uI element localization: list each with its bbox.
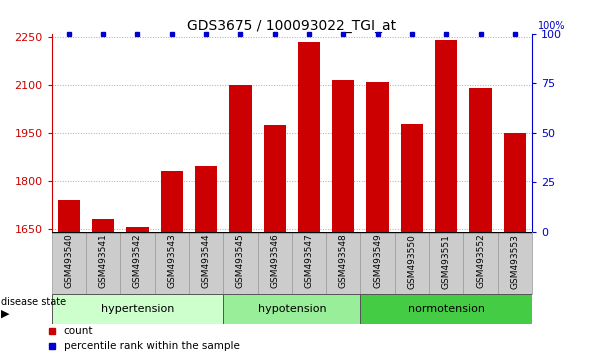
- Bar: [263, 125, 286, 232]
- Text: GSM493552: GSM493552: [476, 234, 485, 289]
- Bar: [498, 232, 532, 294]
- Bar: [435, 40, 457, 232]
- Text: normotension: normotension: [408, 304, 485, 314]
- Bar: [195, 166, 217, 232]
- Bar: [429, 232, 463, 294]
- Bar: [223, 232, 258, 294]
- Text: GSM493541: GSM493541: [98, 234, 108, 289]
- Bar: [189, 232, 223, 294]
- Bar: [361, 232, 395, 294]
- Text: GSM493540: GSM493540: [64, 234, 74, 289]
- Text: GSM493544: GSM493544: [202, 234, 210, 289]
- Text: hypotension: hypotension: [258, 304, 326, 314]
- Text: percentile rank within the sample: percentile rank within the sample: [64, 342, 240, 352]
- Bar: [401, 124, 423, 232]
- Text: GSM493542: GSM493542: [133, 234, 142, 289]
- Bar: [298, 42, 320, 232]
- Text: GSM493550: GSM493550: [407, 234, 416, 289]
- Title: GDS3675 / 100093022_TGI_at: GDS3675 / 100093022_TGI_at: [187, 19, 396, 33]
- Bar: [258, 232, 292, 294]
- Bar: [503, 133, 526, 232]
- Bar: [326, 232, 361, 294]
- Bar: [361, 294, 532, 324]
- Text: GSM493553: GSM493553: [510, 234, 519, 289]
- Bar: [469, 88, 492, 232]
- Text: 100%: 100%: [537, 21, 565, 31]
- Text: GSM493545: GSM493545: [236, 234, 245, 289]
- Bar: [229, 85, 252, 232]
- Bar: [332, 80, 354, 232]
- Bar: [463, 232, 498, 294]
- Bar: [58, 200, 80, 232]
- Text: disease state: disease state: [1, 297, 66, 307]
- Text: GSM493551: GSM493551: [442, 234, 451, 289]
- Text: GSM493546: GSM493546: [270, 234, 279, 289]
- Bar: [52, 232, 86, 294]
- Bar: [52, 294, 223, 324]
- Bar: [223, 294, 361, 324]
- Bar: [367, 81, 389, 232]
- Bar: [86, 232, 120, 294]
- Bar: [395, 232, 429, 294]
- Text: count: count: [64, 326, 93, 336]
- Text: hypertension: hypertension: [101, 304, 174, 314]
- Text: GSM493548: GSM493548: [339, 234, 348, 289]
- Bar: [126, 227, 148, 232]
- Bar: [292, 232, 326, 294]
- Text: GSM493543: GSM493543: [167, 234, 176, 289]
- Text: ▶: ▶: [1, 308, 9, 318]
- Text: GSM493549: GSM493549: [373, 234, 382, 289]
- Bar: [92, 219, 114, 232]
- Bar: [161, 171, 183, 232]
- Bar: [120, 232, 154, 294]
- Text: GSM493547: GSM493547: [305, 234, 314, 289]
- Bar: [154, 232, 189, 294]
